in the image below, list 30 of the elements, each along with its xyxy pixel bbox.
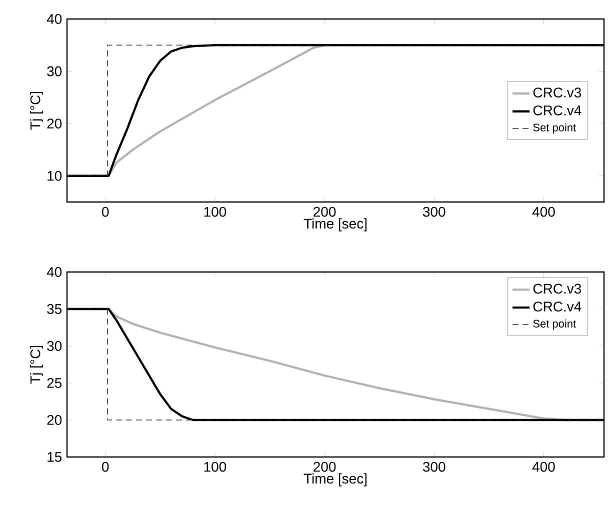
y-tick-label: 40 bbox=[46, 267, 62, 277]
y-tick-label: 20 bbox=[47, 118, 62, 129]
x-tick-label: 300 bbox=[422, 462, 446, 472]
legend-label: Set point bbox=[533, 123, 576, 134]
x-axis-title: Time [sec] bbox=[304, 473, 367, 486]
x-tick-label: 400 bbox=[532, 206, 555, 217]
x-tick-label: 100 bbox=[204, 462, 226, 472]
y-tick-label: 30 bbox=[47, 66, 62, 76]
y-tick-label: 25 bbox=[47, 378, 62, 388]
y-axis-title: Tj [°C] bbox=[30, 92, 44, 130]
legend-label: CRC.v3 bbox=[533, 284, 582, 294]
y-tick-label: 30 bbox=[47, 341, 62, 351]
x-tick-label: 100 bbox=[204, 206, 226, 217]
x-axis-title: Time [sec] bbox=[304, 218, 367, 232]
y-tick-label: 10 bbox=[48, 170, 62, 181]
x-tick-label: 400 bbox=[532, 462, 555, 472]
y-tick-label: 35 bbox=[47, 304, 62, 314]
x-tick-label: 200 bbox=[314, 206, 336, 217]
y-tick-label: 40 bbox=[46, 14, 62, 24]
legend-label: CRC.v4 bbox=[533, 302, 582, 312]
y-tick-label: 15 bbox=[48, 452, 62, 462]
y-tick-label: 20 bbox=[47, 415, 62, 425]
x-tick-label: 0 bbox=[102, 462, 109, 472]
x-tick-label: 200 bbox=[314, 462, 336, 472]
legend-label: Set point bbox=[533, 319, 576, 330]
legend-label: CRC.v4 bbox=[533, 105, 582, 116]
legend-label: CRC.v3 bbox=[533, 88, 582, 98]
y-axis-title: Tj [°C] bbox=[30, 346, 44, 384]
x-tick-label: 300 bbox=[422, 206, 446, 217]
x-tick-label: 0 bbox=[102, 206, 109, 217]
